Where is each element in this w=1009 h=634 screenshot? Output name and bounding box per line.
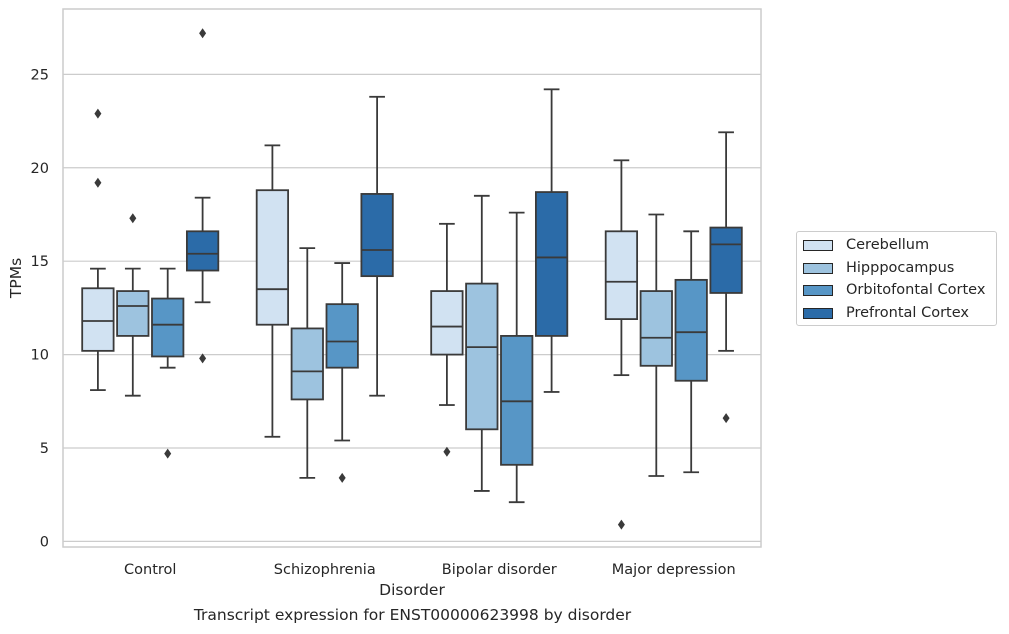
outlier-point-1 xyxy=(94,108,102,119)
outlier-point-0 xyxy=(94,177,102,188)
box-1-1 xyxy=(290,247,324,479)
y-tick-label-3: 15 xyxy=(31,254,49,270)
legend-swatch-hippocampus xyxy=(803,262,833,274)
x-tick-labels: Control Schizophrenia Bipolar disorder Majo… xyxy=(124,562,736,578)
box-1-0 xyxy=(116,213,150,397)
y-tick-label-1: 5 xyxy=(40,441,49,457)
y-axis-label: TPMs xyxy=(7,258,25,299)
outlier-point-0 xyxy=(199,353,207,364)
box-0-1 xyxy=(255,144,290,438)
legend-item-prefrontal: Prefrontal Cortex xyxy=(803,303,969,323)
legend-label-cerebellum: Cerebellum xyxy=(846,237,930,253)
box-2-0 xyxy=(151,267,185,459)
outlier-point-0 xyxy=(338,472,346,483)
outlier-point-0 xyxy=(617,519,625,530)
box-0-0 xyxy=(81,108,115,391)
box-iqr xyxy=(534,191,569,337)
box-iqr xyxy=(360,193,394,278)
box-iqr xyxy=(604,230,639,320)
box-0-3 xyxy=(604,159,639,530)
x-tick-label-2: Bipolar disorder xyxy=(442,562,557,578)
box-iqr xyxy=(325,303,359,369)
box-iqr xyxy=(116,290,150,337)
legend-label-prefrontal: Prefrontal Cortex xyxy=(846,305,969,321)
x-tick-label-3: Major depression xyxy=(612,562,736,578)
y-tick-label-5: 25 xyxy=(31,67,49,83)
box-1-2 xyxy=(465,194,499,492)
box-iqr xyxy=(500,335,534,466)
box-iqr xyxy=(81,287,115,352)
legend-item-cerebellum: Cerebellum xyxy=(803,235,929,255)
legend-label-hippocampus: Hipppocampus xyxy=(846,260,955,276)
box-iqr xyxy=(255,189,290,326)
plot-frame xyxy=(62,8,762,548)
box-0-2 xyxy=(430,222,464,457)
box-3-1 xyxy=(360,95,394,397)
box-2-3 xyxy=(674,230,708,474)
box-3-3 xyxy=(709,131,743,424)
box-iqr xyxy=(674,278,708,382)
y-tick-labels: 0 5 10 15 20 25 xyxy=(31,67,49,550)
box-iqr xyxy=(430,290,464,356)
outlier-point-0 xyxy=(164,448,172,459)
legend-item-orbitofrontal: Orbitofontal Cortex xyxy=(803,280,985,300)
y-tick-label-0: 0 xyxy=(40,534,49,550)
box-iqr xyxy=(709,226,743,294)
chart-caption: Transcript expression for ENST0000062399… xyxy=(193,606,632,624)
y-tick-label-2: 10 xyxy=(31,348,49,364)
legend-swatch-cerebellum xyxy=(803,239,833,251)
outlier-point-0 xyxy=(722,413,730,424)
legend-item-hippocampus: Hipppocampus xyxy=(803,258,954,278)
outlier-point-0 xyxy=(129,213,137,224)
x-axis-label: Disorder xyxy=(379,581,445,599)
x-tick-label-0: Control xyxy=(124,562,176,578)
outlier-point-1 xyxy=(199,28,207,39)
x-tick-label-1: Schizophrenia xyxy=(274,562,376,578)
boxes xyxy=(81,28,743,530)
box-iqr xyxy=(290,327,324,401)
chart-legend: Cerebellum Hipppocampus Orbitofontal Cor… xyxy=(796,231,997,326)
box-iqr xyxy=(465,282,499,431)
outlier-point-0 xyxy=(443,446,451,457)
box-2-1 xyxy=(325,262,359,483)
box-3-0 xyxy=(185,28,220,364)
box-iqr xyxy=(151,297,185,358)
box-iqr xyxy=(185,230,220,272)
box-2-2 xyxy=(500,211,534,504)
box-iqr xyxy=(639,290,673,367)
box-3-2 xyxy=(534,88,569,393)
legend-swatch-prefrontal xyxy=(803,307,833,319)
legend-swatch-orbitofrontal xyxy=(803,284,833,296)
y-tick-label-4: 20 xyxy=(31,161,49,177)
box-1-3 xyxy=(639,213,673,477)
legend-label-orbitofrontal: Orbitofontal Cortex xyxy=(846,282,986,298)
